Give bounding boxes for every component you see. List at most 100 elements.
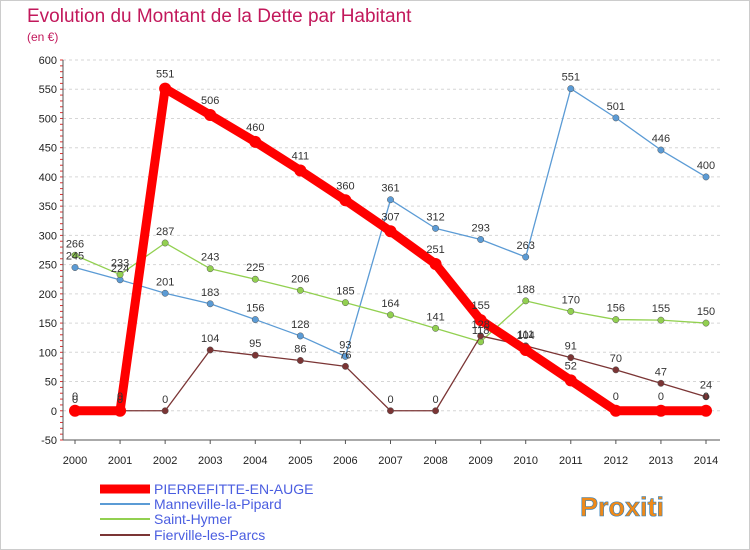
series-point-3	[567, 354, 575, 362]
data-label-3: 0	[433, 394, 439, 406]
series-point-1	[296, 332, 304, 340]
legend-label-0: PIERREFITTE-EN-AUGE	[154, 481, 313, 497]
series-point-3	[477, 332, 485, 340]
y-tick-label: 400	[39, 172, 57, 184]
data-label-1: 293	[471, 222, 489, 234]
data-label-2: 206	[291, 273, 309, 285]
data-label-2: 188	[517, 284, 535, 296]
data-label-3: 91	[565, 341, 577, 353]
y-tick-label: 250	[39, 260, 57, 272]
data-label-2: 233	[111, 258, 129, 270]
series-point-2	[116, 271, 124, 279]
data-label-1: 312	[426, 211, 444, 223]
y-tick-label: 200	[39, 289, 57, 301]
series-point-0	[429, 258, 442, 271]
data-label-1: 501	[607, 101, 625, 113]
series-point-2	[702, 319, 710, 327]
y-tick-label: 100	[39, 347, 57, 359]
data-label-3: 95	[249, 338, 261, 350]
data-label-1: 361	[381, 183, 399, 195]
data-label-1: 201	[156, 276, 174, 288]
data-label-2: 164	[381, 298, 399, 310]
data-label-0: 551	[156, 69, 174, 81]
data-label-0: 360	[336, 180, 354, 192]
series-point-2	[612, 316, 620, 324]
data-label-0: 0	[658, 391, 664, 403]
data-label-1: 446	[652, 133, 670, 145]
data-label-0: 251	[426, 244, 444, 256]
series-point-2	[206, 265, 214, 273]
series-point-3	[657, 379, 665, 387]
data-label-2: 170	[562, 294, 580, 306]
data-label-0: 411	[292, 150, 310, 162]
x-tick-label: 2001	[108, 455, 132, 467]
series-point-0	[249, 135, 262, 148]
data-label-1: 156	[246, 303, 264, 315]
legend-label-2: Saint-Hymer	[154, 511, 232, 527]
y-tick-label: 550	[39, 84, 57, 96]
data-label-3: 86	[294, 343, 306, 355]
series-point-2	[567, 307, 575, 315]
series-point-2	[341, 299, 349, 307]
data-label-3: 0	[387, 394, 393, 406]
data-label-0: 0	[613, 391, 619, 403]
data-label-0: 0	[703, 391, 709, 403]
series-point-3	[341, 362, 349, 370]
chart-title: Evolution du Montant de la Dette par Hab…	[27, 6, 412, 27]
data-label-1: 93	[339, 339, 351, 351]
data-label-0: 52	[565, 360, 577, 372]
data-label-1: 128	[291, 319, 309, 331]
series-point-0	[474, 314, 487, 327]
series-point-2	[251, 275, 259, 283]
series-point-3	[702, 393, 710, 401]
x-tick-label: 2009	[468, 455, 492, 467]
series-point-2	[71, 251, 79, 259]
data-label-3: 0	[72, 394, 78, 406]
y-tick-label: 300	[39, 230, 57, 242]
series-point-1	[341, 352, 349, 360]
series-point-3	[612, 366, 620, 374]
series-point-0	[609, 404, 622, 417]
data-label-0: 0	[117, 391, 123, 403]
series-point-0	[339, 194, 352, 207]
series-point-0	[654, 404, 667, 417]
data-label-3: 111	[517, 329, 534, 341]
y-tick-label: 350	[39, 201, 57, 213]
series-point-3	[387, 407, 394, 415]
data-label-2: 156	[607, 303, 625, 315]
data-label-1: 400	[697, 160, 715, 172]
series-point-1	[206, 300, 214, 308]
data-label-0: 155	[471, 300, 489, 312]
series-point-3	[296, 357, 304, 364]
x-tick-label: 2012	[604, 455, 628, 467]
legend: PIERREFITTE-EN-AUGEManneville-la-PipardS…	[100, 481, 313, 543]
series-point-1	[251, 316, 259, 324]
y-tick-label: 0	[51, 406, 57, 418]
series-point-0	[69, 404, 81, 417]
axes: -500501001502002503003504004505005506002…	[39, 55, 720, 467]
data-label-0: 307	[381, 211, 399, 223]
data-label-2: 141	[426, 311, 444, 323]
data-label-2: 287	[156, 226, 174, 238]
x-tick-label: 2008	[423, 455, 447, 467]
data-label-1: 183	[201, 287, 219, 299]
series-point-3	[206, 346, 214, 354]
series-point-0	[384, 225, 397, 238]
data-label-3: 104	[201, 333, 219, 345]
series-point-2	[432, 324, 440, 332]
x-tick-label: 2003	[198, 455, 222, 467]
proxiti-logo: Proxiti	[580, 492, 665, 523]
data-label-1: 551	[562, 72, 580, 84]
data-label-3: 0	[162, 394, 168, 406]
series-point-1	[567, 85, 575, 93]
data-label-2: 155	[652, 303, 670, 315]
data-label-3: 0	[117, 394, 123, 406]
data-label-3: 128	[471, 319, 489, 331]
x-tick-label: 2004	[243, 455, 267, 467]
series-point-2	[161, 239, 169, 247]
data-label-2: 225	[246, 262, 264, 274]
data-label-3: 76	[339, 349, 351, 361]
x-tick-label: 2002	[153, 455, 177, 467]
data-label-3: 24	[700, 380, 712, 392]
